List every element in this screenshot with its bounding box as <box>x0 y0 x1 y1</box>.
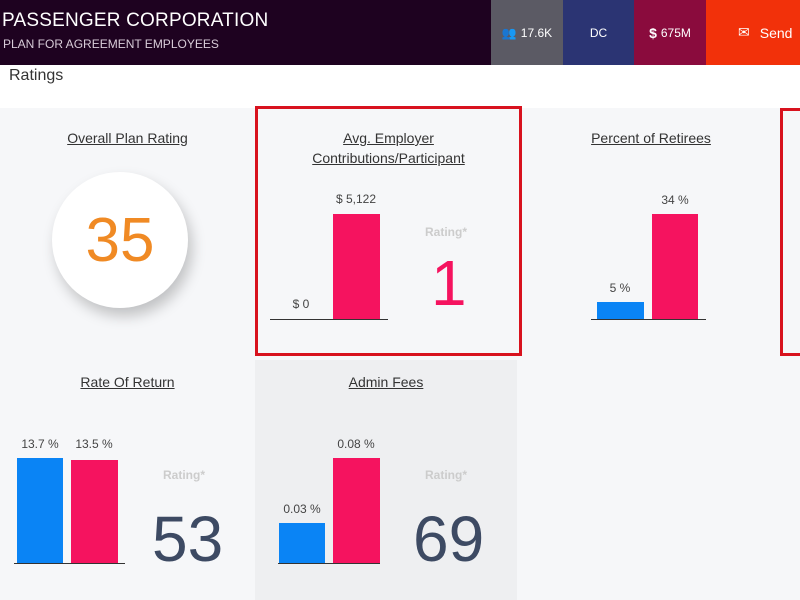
send-label: Send <box>759 24 793 41</box>
rate-of-return-card: Rate Of Return 13.7 % 13.5 % Rating* 53 <box>0 360 255 600</box>
overall-rating-value: 35 <box>85 205 155 275</box>
chart-axis <box>270 319 388 320</box>
bar-label: 13.5 % <box>75 437 113 451</box>
chart-axis <box>278 563 380 564</box>
rating-value: 53 <box>152 503 224 575</box>
rating-label: Rating* <box>425 468 467 482</box>
app-header: PASSENGER CORPORATION PLAN FOR AGREEMENT… <box>0 0 800 65</box>
section-title: Ratings <box>9 67 64 84</box>
chart-axis <box>591 319 706 320</box>
admin-fees-card: Admin Fees 0.03 % 0.08 % Rating* 69 <box>255 360 517 600</box>
rating-circle: 35 <box>52 172 188 308</box>
bar-plan <box>333 214 380 319</box>
rating-value: 1 <box>431 247 467 319</box>
assets-badge[interactable]: $675M <box>634 0 706 65</box>
card-title[interactable]: Percent of Retirees <box>591 130 711 146</box>
chart-axis <box>14 563 125 564</box>
dollar-icon: $ <box>649 24 657 41</box>
retirees-card: Percent of Retirees 5 % 34 % <box>522 108 780 358</box>
participants-badge[interactable]: 👥 17.6K <box>491 0 563 65</box>
plan-subtitle: PLAN FOR AGREEMENT EMPLOYEES <box>3 37 219 51</box>
bar-plan <box>652 214 698 319</box>
bar-peer <box>597 302 644 319</box>
bar-label: 0.03 % <box>283 502 321 516</box>
overall-rating-card: Overall Plan Rating 35 <box>0 108 255 358</box>
rating-value: 69 <box>413 503 485 575</box>
plan-type-label: DC <box>589 25 608 40</box>
bar-label: 5 % <box>609 281 631 295</box>
participants-count: 17.6K <box>520 25 553 40</box>
plan-type-badge[interactable]: DC <box>563 0 634 65</box>
bar-label: $ 0 <box>292 297 310 311</box>
bar-label: 0.08 % <box>337 437 375 451</box>
bar-label: $ 5,122 <box>335 192 377 206</box>
rating-label: Rating* <box>163 468 205 482</box>
card-title[interactable]: Admin Fees <box>348 374 424 390</box>
card-title[interactable]: Overall Plan Rating <box>67 130 188 146</box>
company-title: PASSENGER CORPORATION <box>2 10 269 31</box>
bar-plan <box>333 458 380 563</box>
envelope-icon: ✉ <box>738 24 750 40</box>
bar-peer <box>17 458 63 563</box>
highlight-box <box>255 106 522 356</box>
bar-plan <box>71 460 118 563</box>
card-title[interactable]: Rate Of Return <box>80 374 175 390</box>
card-title[interactable]: Avg. Employer Contributions/Participant <box>312 130 465 166</box>
highlight-box <box>780 108 800 356</box>
users-icon: 👥 <box>501 25 517 40</box>
rating-label: Rating* <box>425 225 467 239</box>
assets-value: 675M <box>660 25 691 40</box>
send-button[interactable]: ✉ Send <box>706 0 800 65</box>
bar-label: 13.7 % <box>21 437 59 451</box>
employer-contributions-card: Avg. Employer Contributions/Participant $… <box>255 106 522 356</box>
bar-label: 34 % <box>661 193 689 207</box>
bar-peer <box>279 523 325 563</box>
